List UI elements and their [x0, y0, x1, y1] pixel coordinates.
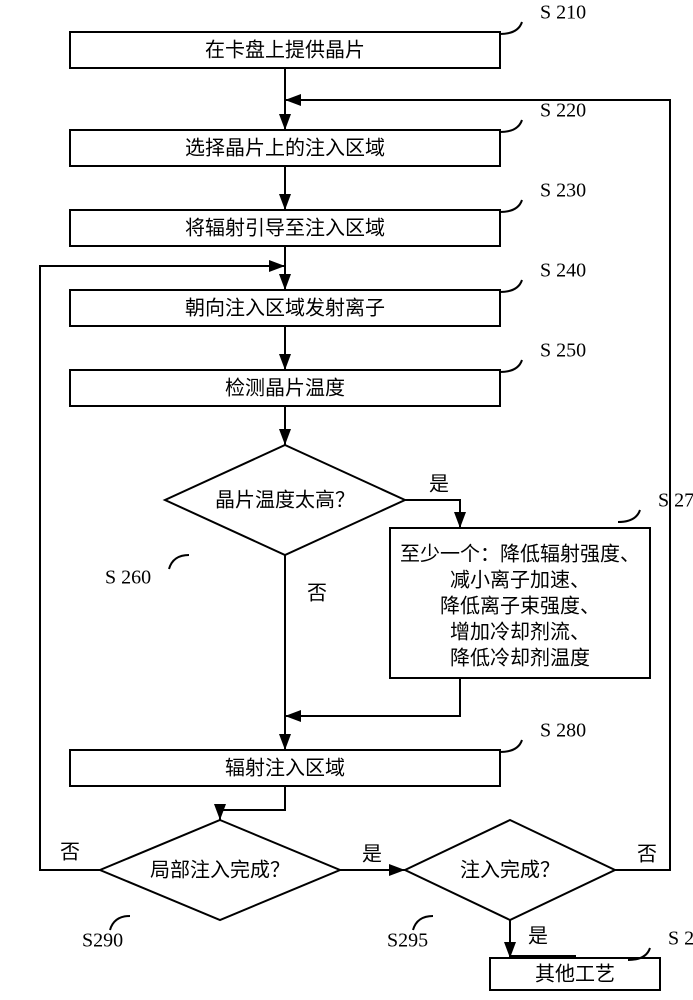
- yes-label: 是: [528, 926, 548, 948]
- flow-arrow: [405, 500, 460, 528]
- step-label: S 230: [540, 180, 586, 202]
- step-label: S295: [387, 930, 428, 952]
- step-label: S 240: [540, 260, 586, 282]
- step-leader: [500, 740, 522, 752]
- step-leader: [500, 280, 522, 292]
- flow-arrow: [220, 786, 285, 820]
- box-label: 将辐射引导至注入区域: [185, 217, 385, 240]
- step-label: S 250: [540, 340, 586, 362]
- no-label: 否: [60, 842, 80, 864]
- step-leader: [169, 555, 189, 569]
- decision-label: 注入完成？: [460, 859, 560, 882]
- step-label: S 280: [540, 720, 586, 742]
- step-label: S 210: [540, 2, 586, 24]
- step-leader: [500, 200, 522, 212]
- step-leader: [413, 916, 433, 930]
- step-leader: [500, 120, 522, 132]
- no-label: 否: [307, 583, 327, 605]
- yes-label: 是: [362, 844, 382, 866]
- flow-arrow: [285, 678, 460, 716]
- box-label: 辐射注入区域: [225, 757, 345, 780]
- step-label: S 270: [658, 490, 693, 512]
- decision-label: 晶片温度太高？: [215, 489, 355, 512]
- step-leader: [500, 360, 522, 372]
- s270-line: 降低离子束强度、: [440, 595, 600, 618]
- step-leader: [110, 916, 130, 930]
- box-label: 选择晶片上的注入区域: [185, 137, 385, 160]
- step-label: S 260: [105, 567, 151, 589]
- s270-line: 增加冷却剂流、: [450, 621, 590, 644]
- s270-line: 至少一个：降低辐射强度、: [400, 543, 640, 566]
- box-label: 检测晶片温度: [225, 377, 345, 400]
- yes-label: 是: [429, 474, 449, 496]
- box-label: 其他工艺: [535, 963, 615, 986]
- s270-line: 降低冷却剂温度: [450, 647, 590, 670]
- box-label: 在卡盘上提供晶片: [205, 39, 365, 62]
- step-label: S290: [82, 930, 123, 952]
- step-leader: [500, 22, 522, 34]
- decision-label: 局部注入完成？: [150, 859, 290, 882]
- step-label: S 299: [668, 928, 693, 950]
- box-label: 朝向注入区域发射离子: [185, 297, 385, 320]
- step-label: S 220: [540, 100, 586, 122]
- s270-line: 减小离子加速、: [450, 569, 590, 592]
- no-label: 否: [637, 844, 657, 866]
- step-leader: [618, 510, 640, 522]
